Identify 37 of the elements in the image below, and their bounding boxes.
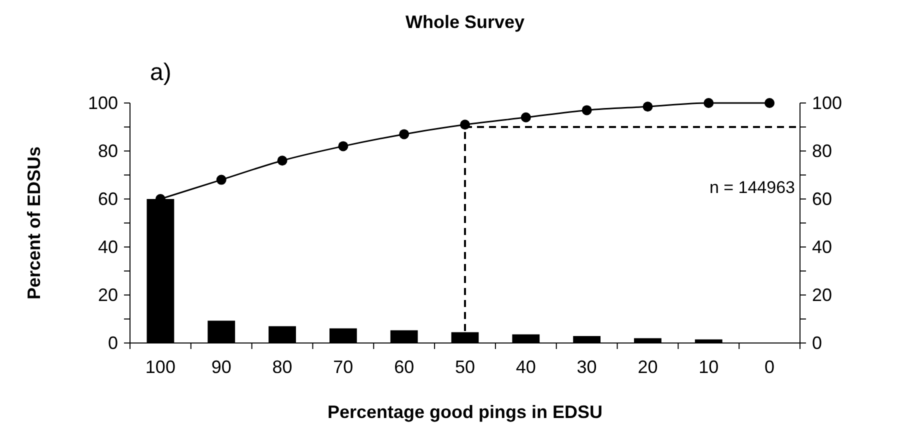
y-tick-label: 100 [88,93,118,113]
y2-tick-label: 0 [812,333,822,353]
x-tick-label: 50 [454,357,476,377]
point [277,156,288,166]
x-tick-label: 0 [764,357,775,377]
x-tick-label: 40 [516,357,536,377]
y2-tick-label: 80 [812,141,832,161]
x-tick-label: 10 [698,357,719,377]
point [520,112,531,122]
point [338,141,348,152]
y-tick-label: 60 [98,189,118,209]
point [216,174,226,185]
y-tick-label: 20 [98,285,118,305]
annotation: n = 144963 [709,178,795,197]
x-tick-label: 70 [333,357,354,377]
point [582,105,592,116]
y2-tick-label: 60 [812,189,832,209]
y-tick-label: 0 [108,333,118,353]
y2-tick-label: 40 [812,237,832,257]
x-tick-label: 60 [394,357,414,377]
point [399,129,410,140]
x-tick-label: 90 [211,357,232,377]
y-tick-label: 40 [98,237,118,257]
y2-tick-label: 100 [812,93,842,113]
point [704,98,714,108]
chart-title: Whole Survey [405,12,525,32]
y-axis-title: Percent of EDSUs [24,146,44,300]
x-tick-label: 30 [576,357,597,377]
x-tick-label: 80 [272,357,292,377]
x-tick-label: 20 [638,357,658,377]
x-tick-label: 100 [145,357,176,377]
x-axis-title: Percentage good pings in EDSU [327,402,603,422]
y-tick-label: 80 [98,141,118,161]
y2-tick-label: 20 [812,285,832,305]
point [642,102,653,112]
point [764,98,775,108]
text: a) [150,59,172,86]
